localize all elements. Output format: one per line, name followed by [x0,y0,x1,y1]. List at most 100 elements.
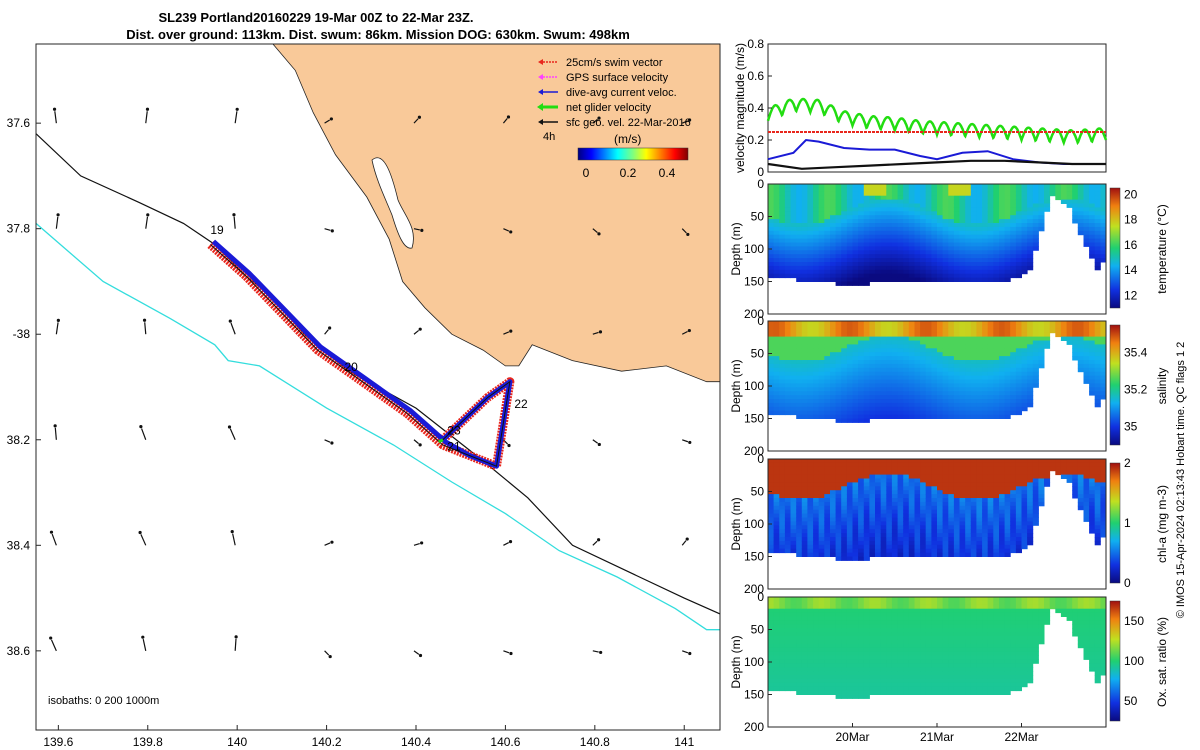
section-colorbar-label: Ox. sat. ratio (%) [1155,617,1169,707]
section-ytick-label: 150 [744,275,764,289]
section-ytick-label: 50 [751,210,765,224]
map-panel: 139.6 139.8 140 140.2 140.4 140.6 140.8 141 37.6… [7,43,721,749]
legend-swim-label: 25cm/s swim vector [566,57,663,69]
map-axes-box [35,43,721,731]
map-ytick-label: -38 [13,327,31,341]
geo-velocity-arrow [681,537,689,546]
section-xtick-label: 21Mar [920,730,954,744]
geo-velocity-arrow [139,425,147,440]
map-xtick-label: 140 [227,735,247,749]
map-layers [36,44,720,659]
section-ylabel: Depth (m) [729,635,743,688]
section-ytick-label: 200 [744,582,764,596]
isobath-1000m [36,222,720,631]
map-xtick-label: 139.8 [133,735,163,749]
section-colorbar-tick: 1 [1124,516,1131,530]
geo-velocity-arrow [503,228,513,234]
section-salinity: 0 50 100 150 200 Depth (m) 35 35.2 35.4 salinity [729,314,1169,458]
lake [371,157,414,249]
geo-velocity-arrow [324,650,332,659]
section-colorbar-tick: 12 [1124,288,1138,302]
legend-gps: GPS surface velocity [538,72,669,84]
legend-sfc-geo: sfc geo. vel. 22-Mar-2016 [538,117,691,129]
section-ytick-label: 50 [751,485,765,499]
section-ytick-label: 100 [744,379,764,393]
track-line [210,244,511,467]
section-colorbar-tick: 2 [1124,456,1131,470]
section-ylabel: Depth (m) [729,222,743,275]
section-cells [768,321,1107,423]
section-ylabel: Depth (m) [729,497,743,550]
section-ytick-label: 100 [744,517,764,531]
geo-velocity-arrow [413,327,422,335]
geo-velocity-arrow [230,530,236,546]
series-sfc-geo-line [767,159,1106,170]
velocity-ytick-label: 0.4 [747,101,764,115]
geo-velocity-arrow [145,213,150,229]
map-xtick-label: 140.4 [401,735,431,749]
section-xtick-label: 22Mar [1004,730,1038,744]
geo-velocity-arrow [55,318,60,335]
map-ytick-label: 38.2 [7,433,31,447]
copyright-note: © IMOS 15-Apr-2024 02:13:43 Hobart time.… [1175,342,1187,619]
track-day-label: 23 [447,423,461,437]
track-labels: 19 20 21 22 23 [210,223,528,453]
section-ytick-label: 150 [744,412,764,426]
legend-sfc-label: sfc geo. vel. 22-Mar-2016 [566,117,691,129]
map-ytick-label: 37.6 [7,116,31,130]
section-ylabel: Depth (m) [729,359,743,412]
section-ytick-label: 100 [744,242,764,256]
legend-net-arrow-icon [537,103,543,111]
legend-4h-label: 4h [543,131,555,143]
geo-velocity-arrow [502,115,511,124]
section-ytick-label: 200 [744,444,764,458]
velocity-ylabel: velocity magnitude (m/s) [733,43,747,173]
legend-dive-current: dive-avg current veloc. [538,87,677,99]
track-day-label: 22 [514,397,528,411]
geo-velocity-arrow [413,439,422,447]
colorbar-title: (m/s) [614,132,641,146]
legend-dive-arrow-icon [538,89,543,95]
section-colorbar-tick: 18 [1124,213,1138,227]
geo-velocity-arrow [592,228,601,236]
section-colorbar [1109,187,1121,309]
section-ytick-label: 200 [744,720,764,734]
section-ytick-label: 0 [757,314,764,328]
map-xtick-label: 141 [674,735,694,749]
geo-velocity-arrow [234,107,239,124]
section-ytick-label: 50 [751,347,765,361]
section-colorbar-label: chl-a (mg m-3) [1155,485,1169,563]
map-xtick-label: 139.6 [43,735,73,749]
geo-velocity-arrow [227,425,236,441]
geo-velocity-arrow [142,318,147,335]
geo-velocity-arrow [324,540,334,546]
geo-velocity-arrow [53,424,57,440]
title-line1: SL239 Portland20160229 19-Mar 00Z to 22-… [158,10,473,25]
geo-velocity-arrow [503,329,513,335]
geo-velocity-arrow [324,228,334,233]
map-xtick-label: 140.6 [490,735,520,749]
map-colorbar-tick-2: 0.4 [659,166,676,180]
section-colorbar [1109,600,1121,722]
section-colorbar-tick: 35 [1124,420,1138,434]
map-colorbar [577,147,689,161]
geo-velocity-arrow [503,650,513,656]
geo-velocity-arrow [413,541,424,546]
section-ytick-label: 150 [744,688,764,702]
geo-velocity-arrow [324,326,332,335]
geo-velocity-arrow [49,636,57,652]
geo-velocity-arrow [682,118,692,124]
section-colorbar-tick: 35.2 [1124,383,1148,397]
velocity-ytick-label: 0 [757,165,764,179]
section-colorbar [1109,324,1121,446]
section-ytick-label: 200 [744,307,764,321]
section-cells [768,184,1107,286]
map-colorbar-tick-0: 0 [583,166,590,180]
legend-gps-label: GPS surface velocity [566,72,669,84]
section-colorbar-label: salinity [1155,368,1169,405]
section-colorbar-tick: 20 [1124,187,1138,201]
map-colorbar-tick-1: 0.2 [620,166,637,180]
geo-velocity-arrow [49,530,57,546]
